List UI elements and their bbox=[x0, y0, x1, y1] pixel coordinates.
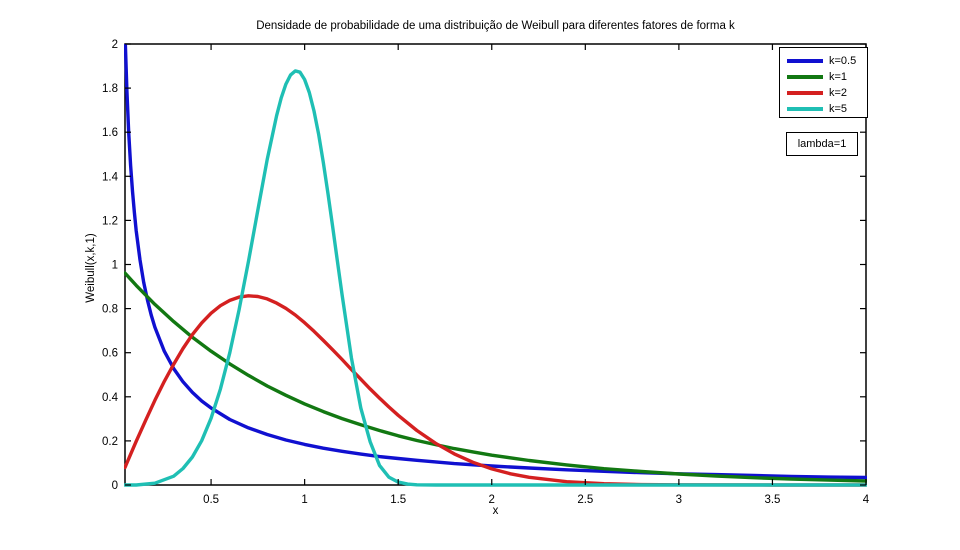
curve-k2 bbox=[124, 294, 867, 487]
legend-line-swatch bbox=[787, 75, 823, 79]
curves-group bbox=[124, 44, 867, 487]
y-tick-label: 1 bbox=[112, 260, 118, 272]
legend-entry-k05: k=0.5 bbox=[780, 53, 867, 69]
y-tick-label: 1.2 bbox=[102, 215, 118, 227]
x-axis-label: x bbox=[492, 505, 499, 517]
legend-entry-k5: k=5 bbox=[780, 101, 867, 117]
y-tick-label: 0.6 bbox=[102, 348, 118, 360]
y-tick-label: 1.6 bbox=[102, 127, 118, 139]
legend-line-swatch bbox=[787, 107, 823, 111]
x-tick-label: 3.5 bbox=[764, 494, 780, 506]
y-tick-label: 1.8 bbox=[102, 83, 118, 95]
plot-frame bbox=[124, 43, 867, 486]
legend-label: k=0.5 bbox=[829, 54, 857, 67]
curve-k5 bbox=[124, 69, 867, 487]
x-tick-label: 1.5 bbox=[390, 494, 406, 506]
legend-line-swatch bbox=[787, 59, 823, 63]
x-tick-label: 2.5 bbox=[577, 494, 593, 506]
x-tick-label: 2 bbox=[489, 494, 495, 506]
y-tick-label: 0.4 bbox=[102, 392, 119, 404]
x-tick-label: 4 bbox=[863, 494, 870, 506]
legend: k=0.5 k=1 k=2 k=5 bbox=[779, 47, 868, 118]
y-tick-label: 0.2 bbox=[102, 436, 118, 448]
y-tick-label: 0.8 bbox=[102, 304, 118, 316]
legend-line-swatch bbox=[787, 91, 823, 95]
legend-label: k=2 bbox=[829, 86, 848, 99]
y-tick-label: 2 bbox=[112, 39, 118, 51]
lambda-annotation-box: lambda=1 bbox=[786, 132, 858, 156]
legend-label: k=1 bbox=[829, 70, 848, 83]
legend-entry-k1: k=1 bbox=[780, 69, 867, 85]
curve-k1 bbox=[124, 271, 867, 483]
y-tick-label: 0 bbox=[112, 480, 118, 492]
chart-title: Densidade de probabilidade de uma distri… bbox=[256, 20, 735, 32]
x-tick-label: 1 bbox=[301, 494, 307, 506]
y-axis-label: Weibull(x,k,1) bbox=[85, 233, 97, 303]
legend-entry-k2: k=2 bbox=[780, 85, 867, 101]
legend-label: k=5 bbox=[829, 102, 848, 115]
curve-k05 bbox=[124, 44, 867, 480]
x-tick-label: 0.5 bbox=[203, 494, 219, 506]
y-tick-label: 1.4 bbox=[102, 171, 119, 183]
x-tick-label: 3 bbox=[676, 494, 682, 506]
